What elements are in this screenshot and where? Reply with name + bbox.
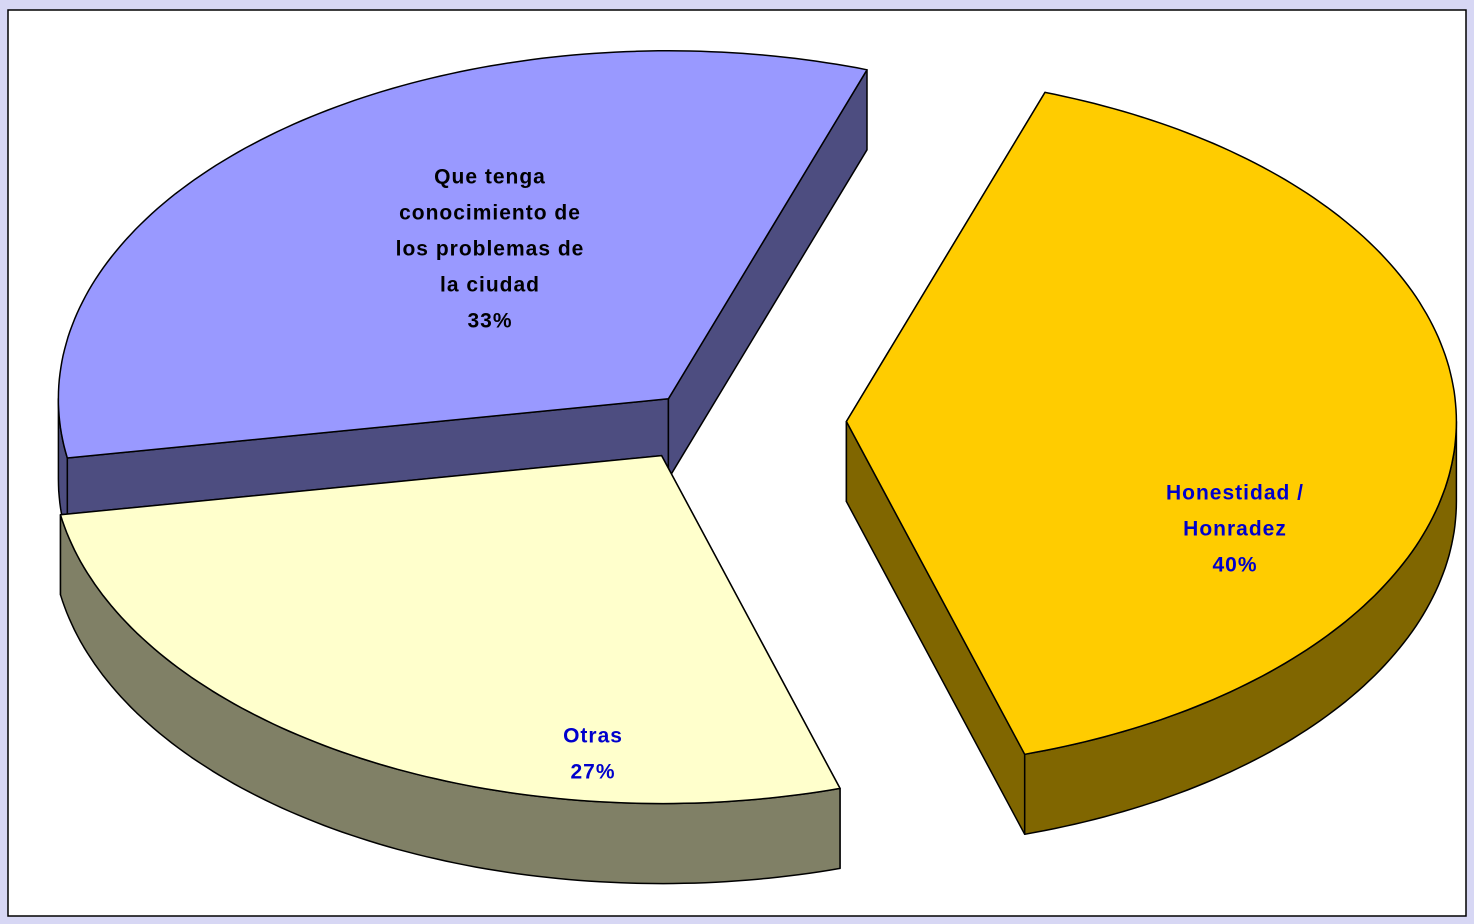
slice-label: la ciudad <box>440 274 540 297</box>
slice-value-label: 40% <box>1212 554 1257 577</box>
slice-label: los problemas de <box>396 238 585 261</box>
slice-label: Otras <box>563 725 623 748</box>
slice-label: Que tenga <box>434 166 546 189</box>
pie-slice <box>59 454 841 805</box>
slice-label: Honestidad / <box>1166 482 1304 505</box>
slice-label: conocimiento de <box>399 202 581 225</box>
slice-value-label: 33% <box>467 310 512 333</box>
slice-label: Honradez <box>1183 518 1287 541</box>
pie-slice <box>57 50 868 459</box>
pie-slice <box>845 91 1458 756</box>
pie <box>57 50 1458 885</box>
slice-value-label: 27% <box>570 761 615 784</box>
